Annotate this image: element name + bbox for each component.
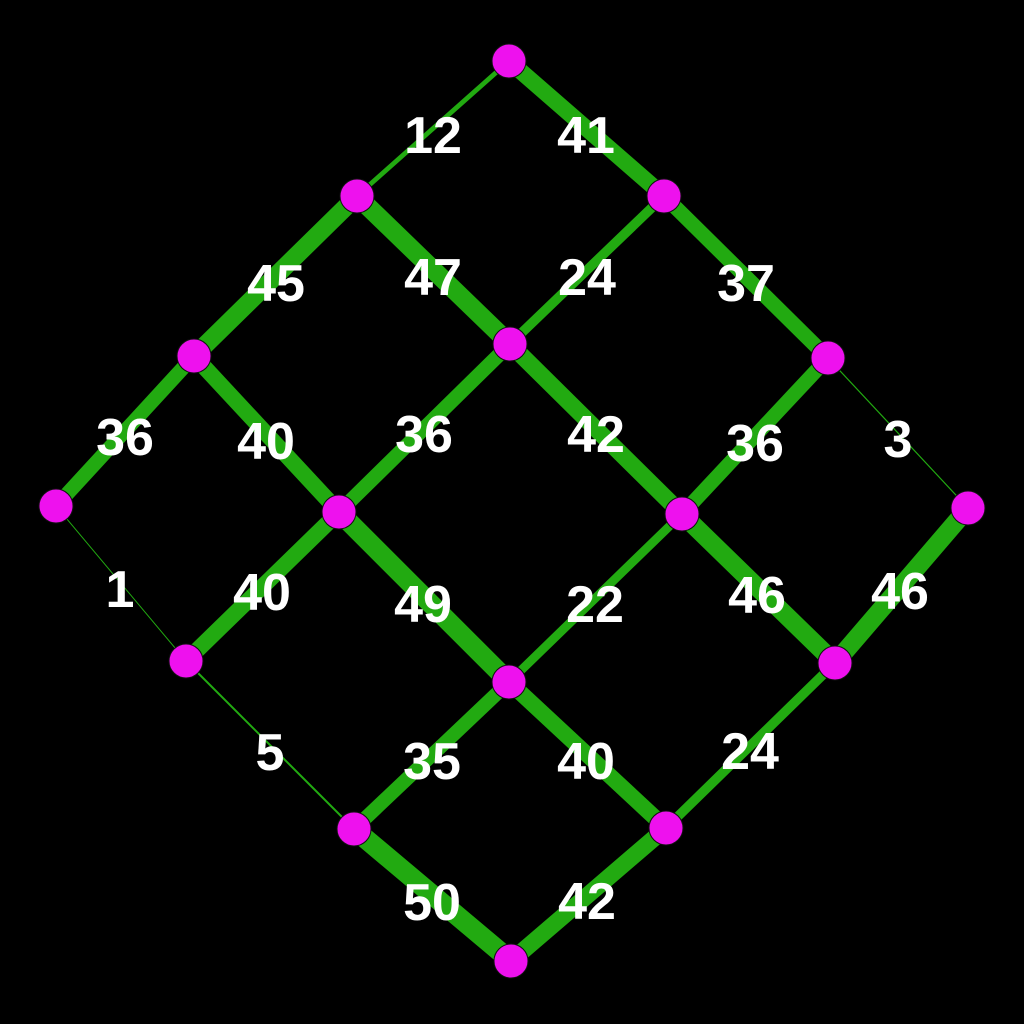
graph-node-n6 (38, 488, 74, 524)
edge-n8-n12 (675, 507, 842, 670)
edge-weight-label: 24 (558, 249, 616, 307)
edge-n11-n13 (349, 676, 514, 835)
edge-n0-n1 (355, 59, 511, 198)
edge-weight-label: 41 (557, 107, 615, 165)
edge-weight-label: 1 (106, 561, 135, 619)
graph-node-n13 (336, 811, 372, 847)
graph-node-n3 (176, 338, 212, 374)
edge-n4-n7 (333, 338, 516, 518)
edge-n11-n14 (503, 676, 672, 834)
edge-weight-label: 45 (247, 255, 305, 313)
graph-node-n2 (646, 178, 682, 214)
edge-weight-label: 46 (728, 567, 786, 625)
edge-weight-label: 49 (394, 576, 452, 634)
edge-weight-label: 42 (567, 406, 625, 464)
edge-n5-n8 (676, 353, 834, 519)
edge-weight-label: 36 (726, 415, 784, 473)
edge-n8-n11 (505, 510, 686, 686)
edge-n2-n4 (506, 192, 668, 348)
edge-n14-n15 (505, 821, 672, 968)
graph-node-n1 (339, 178, 375, 214)
graph-node-n7 (321, 494, 357, 530)
graph-node-n15 (493, 943, 529, 979)
edge-weight-label: 24 (721, 723, 779, 781)
edge-n1-n3 (187, 189, 364, 363)
edge-n1-n4 (350, 189, 517, 351)
edge-weight-label: 50 (403, 874, 461, 932)
edge-n3-n6 (50, 351, 200, 511)
edge-n7-n10 (180, 506, 345, 667)
edge-weight-label: 40 (557, 733, 615, 791)
edge-n5-n9 (827, 357, 969, 509)
edge-n0-n2 (503, 54, 670, 203)
graph-node-n11 (491, 664, 527, 700)
edge-weight-label: 36 (395, 406, 453, 464)
edge-weight-label: 35 (403, 733, 461, 791)
edge-weight-label: 36 (96, 409, 154, 467)
edge-weight-label: 46 (871, 563, 929, 621)
edge-n10-n13 (185, 660, 355, 830)
graph-node-n5 (810, 340, 846, 376)
edge-weight-label: 22 (566, 576, 624, 634)
edge-n2-n5 (658, 190, 834, 364)
edge-weight-label: 37 (717, 255, 775, 313)
edge-n9-n12 (828, 502, 975, 669)
graph-node-n0 (491, 43, 527, 79)
graph-node-n8 (664, 496, 700, 532)
edge-weight-label: 42 (558, 873, 616, 931)
edge-n3-n7 (188, 350, 345, 518)
graph-node-n10 (168, 643, 204, 679)
edge-n4-n8 (504, 338, 688, 520)
graph-node-n4 (492, 326, 528, 362)
edge-weight-label: 3 (884, 411, 913, 469)
nodes-layer (38, 43, 986, 979)
edge-n7-n11 (332, 505, 516, 689)
edge-weight-label: 40 (237, 413, 295, 471)
graph-node-n14 (648, 810, 684, 846)
edge-weight-label: 12 (404, 107, 462, 165)
edge-weight-label: 40 (233, 564, 291, 622)
edge-n13-n15 (347, 821, 518, 969)
edges-layer (50, 54, 975, 969)
edge-n12-n14 (662, 659, 839, 832)
edge-weight-label: 47 (404, 249, 462, 307)
edge-weight-label: 5 (256, 724, 285, 782)
graph-node-n12 (817, 645, 853, 681)
edge-n6-n10 (55, 505, 187, 662)
graph-node-n9 (950, 490, 986, 526)
